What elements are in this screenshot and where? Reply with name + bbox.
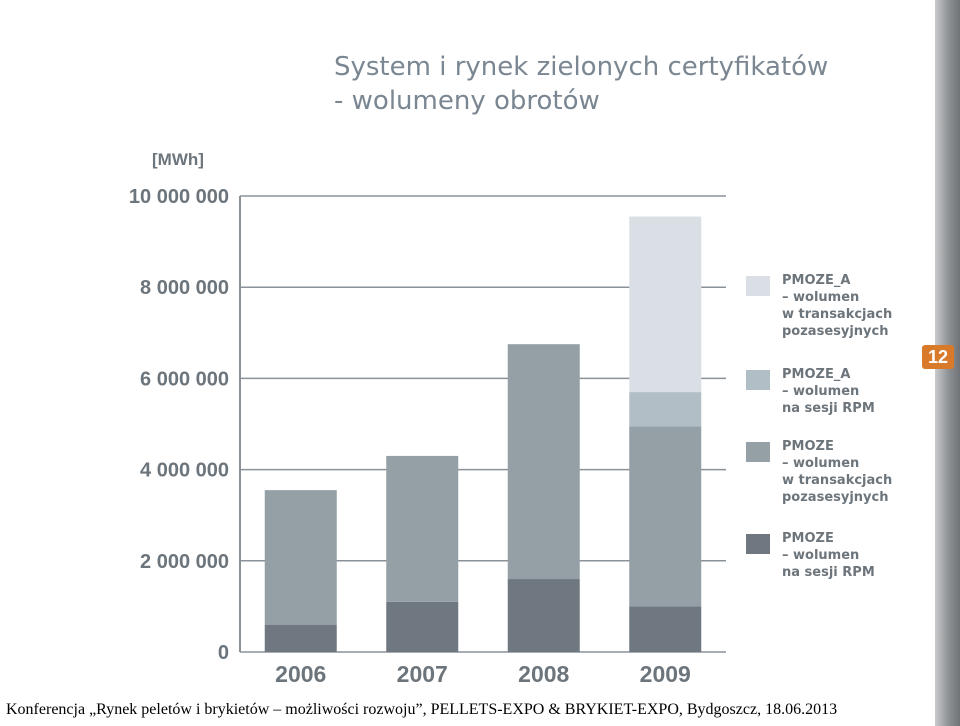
footer-text: Konferencja „Rynek peletów i brykietów –… <box>6 701 838 718</box>
legend-swatch <box>746 534 770 554</box>
title-line-2: - wolumeny obrotów <box>334 86 600 116</box>
legend-swatch <box>746 442 770 462</box>
bar-segment <box>507 579 580 652</box>
slide-number-badge: 12 <box>922 345 954 369</box>
legend-description-line: na sesji RPM <box>782 565 875 580</box>
y-tick-label: 0 <box>218 642 229 664</box>
legend-description-line: – wolumen <box>782 384 860 399</box>
legend-description-line: w transakcjach <box>782 307 893 322</box>
legend-label: PMOZE – wolumen na sesji RPM <box>782 530 875 581</box>
legend-label: PMOZE_A – wolumen w transakcjach pozasesyjn… <box>782 272 892 340</box>
bar-segment <box>264 624 337 652</box>
legend-series-name: PMOZE_A <box>782 367 851 382</box>
legend-description-line: w transakcjach <box>782 473 893 488</box>
y-tick-label: 10 000 000 <box>129 186 229 208</box>
legend-series-name: PMOZE_A <box>782 273 851 288</box>
legend-label: PMOZE_A – wolumen na sesji RPM <box>782 366 875 417</box>
bar-segment <box>507 344 580 580</box>
slide-title: System i rynek zielonych certyfikatów - … <box>334 50 914 118</box>
legend-description-line: pozasesyjnych <box>782 324 889 339</box>
legend-description-line: pozasesyjnych <box>782 490 889 505</box>
legend-description-line: na sesji RPM <box>782 401 875 416</box>
legend-series-name: PMOZE <box>782 439 834 454</box>
legend-label: PMOZE – wolumen w transakcjach pozasesyjnyc… <box>782 438 892 506</box>
y-tick-label: 2 000 000 <box>140 551 229 573</box>
bar-layer <box>264 216 702 652</box>
bar-segment <box>386 601 459 652</box>
legend-swatch <box>746 370 770 390</box>
legend-series-name: PMOZE <box>782 531 834 546</box>
legend-description-line: – wolumen <box>782 456 860 471</box>
y-tick-label: 8 000 000 <box>140 277 229 299</box>
x-tick-label: 2007 <box>397 661 448 687</box>
legend-description-line: – wolumen <box>782 548 860 563</box>
x-tick-label: 2006 <box>275 661 326 687</box>
bar-segment <box>629 392 702 427</box>
stacked-bar-chart: 0 2 000 000 4 000 000 6 000 000 8 000 000 10 … <box>129 186 726 687</box>
y-tick-label: 4 000 000 <box>140 460 229 482</box>
y-tick-label: 6 000 000 <box>140 368 229 390</box>
bar-segment <box>629 426 702 607</box>
y-axis-unit-label: [MWh] <box>152 150 204 169</box>
legend-description-line: – wolumen <box>782 290 860 305</box>
bar-segment <box>386 455 459 602</box>
label-layer: 0 2 000 000 4 000 000 6 000 000 8 000 000 10 … <box>129 186 691 687</box>
legend-swatch <box>746 276 770 296</box>
bar-segment <box>264 490 337 625</box>
bar-segment <box>629 216 702 393</box>
x-tick-label: 2009 <box>640 661 691 687</box>
x-tick-label: 2008 <box>518 661 569 687</box>
title-line-1: System i rynek zielonych certyfikatów <box>334 52 829 82</box>
bar-segment <box>629 606 702 652</box>
